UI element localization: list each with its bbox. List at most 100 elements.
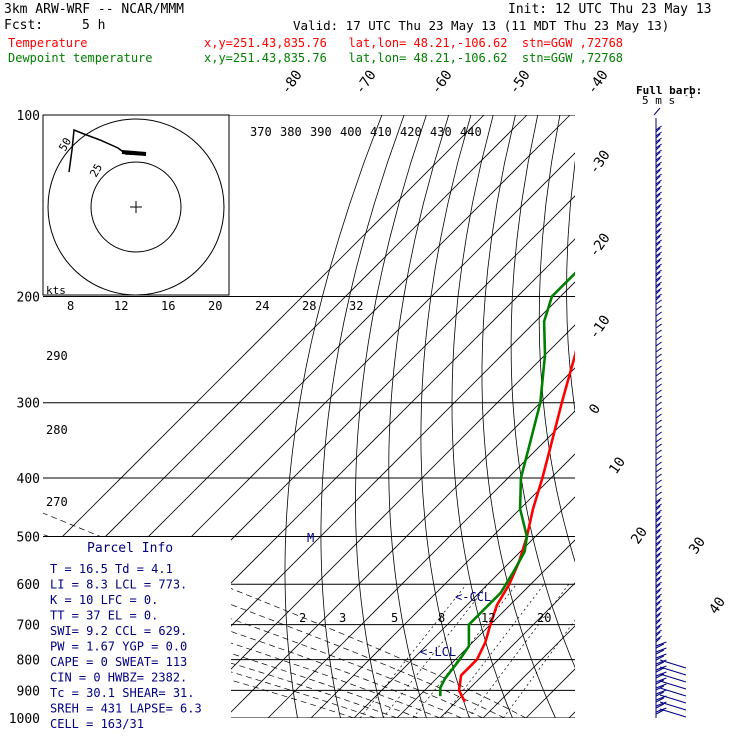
wind-barb <box>655 635 662 641</box>
parcel-title: Parcel Info <box>87 541 173 556</box>
hodograph-storm-motion <box>121 150 147 156</box>
wind-barb-flag <box>655 559 661 565</box>
wind-barb <box>655 539 662 545</box>
temperature-location: x,y=251.43,835.76 lat,lon= 48.21,-106.62… <box>204 36 624 50</box>
wind-barb <box>655 137 662 143</box>
wind-barb-flag <box>655 703 665 709</box>
wind-barb-flag <box>655 631 661 637</box>
isotherm-line <box>43 115 485 557</box>
mixing-ratio-label: 8 <box>438 611 445 625</box>
wind-barb <box>655 431 662 437</box>
wind-barb <box>655 641 667 647</box>
wind-barb <box>655 155 662 161</box>
fcst-value: 5 h <box>82 18 106 33</box>
wind-barb <box>655 491 662 497</box>
dewpoint-location: x,y=251.43,835.76 lat,lon= 48.21,-106.62… <box>204 51 624 65</box>
wind-barb <box>655 551 662 557</box>
wind-barb <box>655 689 667 695</box>
wind-barb-flag <box>655 547 661 553</box>
moist-adiabat <box>43 595 419 718</box>
wind-barb <box>655 707 667 713</box>
wind-barb <box>655 653 667 659</box>
wind-barb-flag <box>655 187 661 193</box>
hodo-speed-label: 8 <box>67 299 74 313</box>
wind-barb-flag <box>655 655 665 661</box>
wind-barb <box>655 233 662 239</box>
wind-barb <box>655 467 662 473</box>
wind-barb <box>655 263 662 269</box>
mixing-ratio-line <box>412 584 517 718</box>
dry-adiabat-label: 270 <box>46 495 68 509</box>
hodo-speed-label: 28 <box>302 299 316 313</box>
hodo-speed-label: 32 <box>349 299 363 313</box>
isotherm-label: 40 <box>706 594 729 617</box>
mixing-ratio-line <box>503 619 575 718</box>
dry-adiabat <box>355 115 427 718</box>
wind-barb <box>655 287 662 293</box>
wind-barb <box>655 443 662 449</box>
wind-barb <box>655 599 662 605</box>
isotherm-line <box>396 539 575 718</box>
parcel-row: CIN = 0 HWBZ= 2382. <box>50 671 187 685</box>
model-title: 3km ARW-WRF -- NCAR/MMM <box>4 2 185 17</box>
parcel-box-bg <box>43 537 231 718</box>
dry-adiabat-label: 280 <box>46 423 68 437</box>
wind-barb <box>655 365 662 371</box>
wind-barb-flag <box>655 145 661 151</box>
wind-barb <box>655 383 662 389</box>
pressure-tick-label: 600 <box>17 578 40 593</box>
wind-barb <box>655 293 662 299</box>
wind-barb <box>655 659 667 665</box>
parcel-row: LI = 8.3 LCL = 773. <box>50 578 187 592</box>
wind-barb-flag <box>655 199 661 205</box>
wind-barb <box>655 533 662 539</box>
wind-barb <box>655 563 662 569</box>
dry-adiabat <box>510 115 575 669</box>
wind-barb <box>655 251 662 257</box>
wind-barb <box>655 557 662 563</box>
wind-barb <box>655 125 662 131</box>
isotherm-label: -10 <box>586 312 614 342</box>
wind-barb-flag <box>655 223 661 229</box>
wind-barb-low <box>659 673 687 683</box>
pressure-tick-label: 1000 <box>9 712 40 727</box>
wind-barb-flag <box>655 205 661 211</box>
wind-barb-flag <box>655 661 665 667</box>
parcel-row: CELL = 163/31 <box>50 717 144 731</box>
wind-barb <box>655 161 662 167</box>
fcst-label: Fcst: <box>4 18 44 33</box>
pressure-tick-label: 500 <box>17 530 40 545</box>
barb-legend-sample <box>653 107 661 116</box>
theta-label: 420 <box>400 125 422 139</box>
isotherm-label: -60 <box>428 67 456 97</box>
wind-barb-flag <box>655 571 661 577</box>
parcel-row: SREH = 431 LAPSE= 6.3 <box>50 702 202 716</box>
isotherm-label: 20 <box>628 524 651 547</box>
isotherm-label: -50 <box>506 67 534 97</box>
wind-barb <box>655 275 662 281</box>
wind-barb <box>655 593 662 599</box>
wind-barb-flag <box>655 157 661 163</box>
wind-barb <box>655 347 662 353</box>
wind-barb-flag <box>655 511 661 517</box>
pressure-tick-label: 700 <box>17 619 40 634</box>
wind-barb-flag <box>655 529 661 535</box>
wind-barb-flag <box>655 553 661 559</box>
theta-label: 430 <box>430 125 452 139</box>
dry-adiabat <box>669 115 740 718</box>
wind-barb <box>655 353 662 359</box>
parcel-row: CAPE = 0 SWEAT= 113 <box>50 655 187 669</box>
wind-barb-flag <box>655 589 661 595</box>
parcel-info-box: Parcel Info T = 16.5 Td = 4.1 LI = 8.3 LCL… <box>43 537 231 731</box>
wind-barb <box>655 509 662 515</box>
dry-adiabat <box>420 115 472 718</box>
wind-barb <box>655 377 662 383</box>
wind-barb-flag <box>655 685 665 691</box>
isotherm-label: -40 <box>584 67 612 97</box>
wind-barb <box>655 605 662 611</box>
isotherm-line <box>224 367 575 718</box>
isotherm-label: -20 <box>586 230 614 260</box>
wind-barb-flag <box>655 523 661 529</box>
dry-adiabat <box>320 115 405 718</box>
wind-barb <box>655 575 662 581</box>
